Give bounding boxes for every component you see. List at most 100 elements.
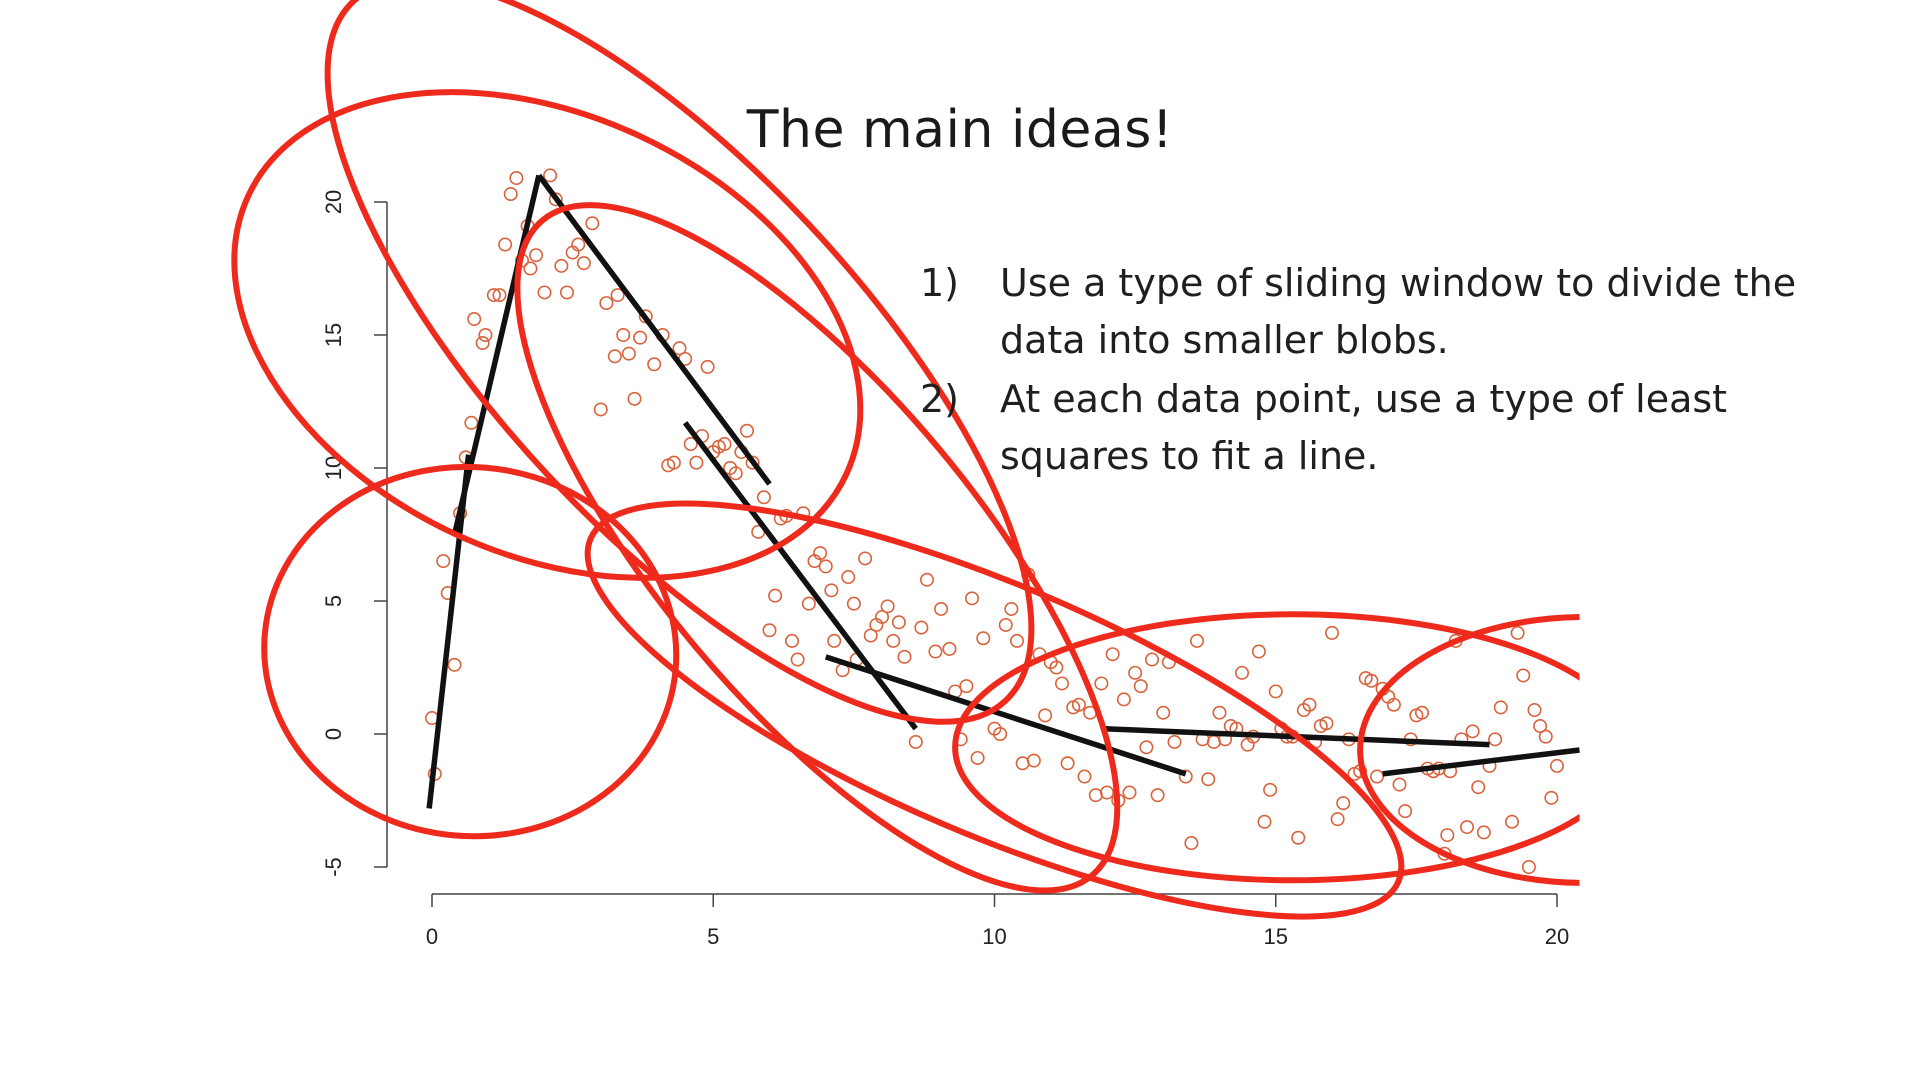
fit-line-segment bbox=[1382, 747, 1580, 777]
data-point bbox=[503, 187, 518, 202]
data-point bbox=[1088, 788, 1103, 803]
y-tick-label: 0 bbox=[321, 728, 346, 740]
data-point bbox=[1004, 601, 1019, 616]
data-point bbox=[1302, 697, 1317, 712]
data-point bbox=[1167, 734, 1182, 749]
data-point bbox=[1364, 673, 1379, 688]
window-ellipse bbox=[261, 463, 680, 840]
data-point bbox=[1538, 729, 1553, 744]
data-point bbox=[492, 288, 507, 303]
data-point bbox=[498, 237, 513, 252]
data-point bbox=[1049, 660, 1064, 675]
data-point bbox=[1440, 828, 1455, 843]
data-point bbox=[928, 644, 943, 659]
data-point bbox=[1145, 652, 1160, 667]
ideas-list: 1) Use a type of sliding window to divid… bbox=[920, 255, 1820, 487]
data-point bbox=[824, 583, 839, 598]
data-point bbox=[1516, 668, 1531, 683]
data-point bbox=[1038, 708, 1053, 723]
data-point bbox=[846, 596, 861, 611]
data-point bbox=[1465, 724, 1480, 739]
data-point bbox=[610, 288, 625, 303]
idea-number: 2) bbox=[920, 377, 960, 421]
x-tick-label: 10 bbox=[982, 924, 1006, 949]
data-point bbox=[559, 285, 574, 300]
data-point bbox=[784, 633, 799, 648]
idea-text: At each data point, use a type of least … bbox=[1000, 377, 1728, 478]
data-point bbox=[1268, 684, 1283, 699]
data-point bbox=[447, 657, 462, 672]
data-point bbox=[1319, 716, 1334, 731]
fit-lines bbox=[426, 173, 1580, 809]
data-point bbox=[1184, 836, 1199, 851]
y-tick-label: 20 bbox=[321, 190, 346, 214]
data-point bbox=[647, 357, 662, 372]
data-point bbox=[858, 551, 873, 566]
data-point bbox=[1156, 705, 1171, 720]
data-point bbox=[1060, 756, 1075, 771]
data-point bbox=[1386, 697, 1401, 712]
x-tick-label: 15 bbox=[1264, 924, 1288, 949]
window-ellipse bbox=[324, 0, 1035, 725]
data-point bbox=[683, 437, 698, 452]
data-point bbox=[934, 601, 949, 616]
data-point bbox=[700, 359, 715, 374]
data-point bbox=[1544, 790, 1559, 805]
y-tick-label: 5 bbox=[321, 595, 346, 607]
data-point bbox=[633, 330, 648, 345]
data-point bbox=[801, 596, 816, 611]
data-point bbox=[436, 554, 451, 569]
x-tick-label: 20 bbox=[1545, 924, 1569, 949]
data-point bbox=[475, 335, 490, 350]
data-point bbox=[1071, 697, 1086, 712]
data-point bbox=[1212, 705, 1227, 720]
data-point bbox=[863, 628, 878, 643]
data-point bbox=[537, 285, 552, 300]
data-point bbox=[739, 423, 754, 438]
data-point bbox=[1150, 788, 1165, 803]
data-point bbox=[593, 402, 608, 417]
data-point bbox=[1128, 665, 1143, 680]
data-point bbox=[813, 546, 828, 561]
data-point bbox=[964, 591, 979, 606]
data-point bbox=[1139, 740, 1154, 755]
data-point bbox=[768, 588, 783, 603]
data-point bbox=[1094, 676, 1109, 691]
data-point bbox=[672, 341, 687, 356]
y-tick-label: -5 bbox=[321, 857, 346, 877]
data-point bbox=[1527, 703, 1542, 718]
idea-item-1: 1) Use a type of sliding window to divid… bbox=[920, 255, 1820, 369]
data-point bbox=[942, 641, 957, 656]
data-point bbox=[745, 455, 760, 470]
fit-line-segment bbox=[451, 174, 542, 536]
data-point bbox=[1235, 665, 1250, 680]
data-point bbox=[523, 261, 538, 276]
data-point bbox=[1471, 780, 1486, 795]
window-ellipse bbox=[1357, 614, 1580, 886]
window-ellipses bbox=[231, 0, 1580, 920]
data-point bbox=[1291, 830, 1306, 845]
data-point bbox=[467, 312, 482, 327]
data-point bbox=[976, 631, 991, 646]
data-point bbox=[1105, 647, 1120, 662]
data-point bbox=[891, 615, 906, 630]
data-point bbox=[616, 327, 631, 342]
slide-title: The main ideas! bbox=[746, 100, 1174, 160]
data-point bbox=[486, 288, 501, 303]
data-point bbox=[1009, 633, 1024, 648]
data-point bbox=[1263, 782, 1278, 797]
data-point bbox=[756, 490, 771, 505]
data-point bbox=[1493, 700, 1508, 715]
data-point bbox=[762, 623, 777, 638]
x-tick-label: 0 bbox=[426, 924, 438, 949]
data-point bbox=[728, 466, 743, 481]
data-point bbox=[621, 346, 636, 361]
data-point bbox=[908, 734, 923, 749]
data-point bbox=[1510, 625, 1525, 640]
data-point bbox=[585, 216, 600, 231]
data-point bbox=[1122, 785, 1137, 800]
data-point bbox=[509, 171, 524, 186]
